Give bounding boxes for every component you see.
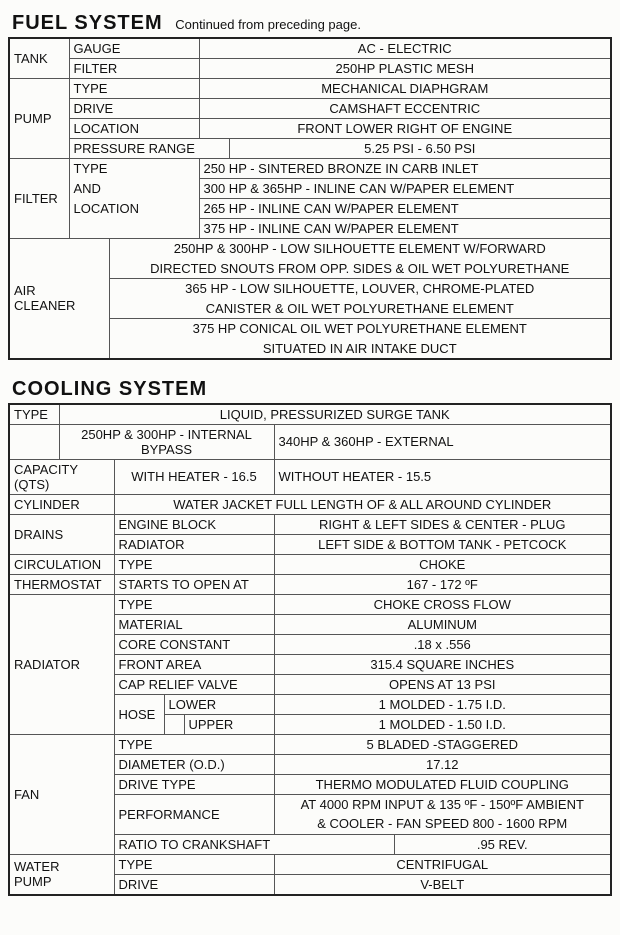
cs-fan-perf-v1: AT 4000 RPM INPUT & 135 ºF - 150ºF AMBIE… <box>274 794 611 814</box>
cs-rad-cc-l: CORE CONSTANT <box>114 634 274 654</box>
gauge-value: AC - ELECTRIC <box>199 38 611 59</box>
pump-psi-value: 5.25 PSI - 6.50 PSI <box>229 139 611 159</box>
cs-wp-label: WATER PUMP <box>9 854 114 895</box>
ac-v6: SITUATED IN AIR INTAKE DUCT <box>109 339 611 359</box>
cs-fan-ratio-l: RATIO TO CRANKSHAFT <box>114 834 394 854</box>
aircleaner-label: AIR CLEANER <box>9 239 109 359</box>
cs-rad-fa-v: 315.4 SQUARE INCHES <box>274 654 611 674</box>
cs-cap-with: WITH HEATER - 16.5 <box>114 459 274 494</box>
cs-thermo-sub: STARTS TO OPEN AT <box>114 574 274 594</box>
cs-rad-crv-l: CAP RELIEF VALVE <box>114 674 274 694</box>
cs-drain-rad-value: LEFT SIDE & BOTTOM TANK - PETCOCK <box>274 534 611 554</box>
cs-circ-sub: TYPE <box>114 554 274 574</box>
filter-v2: 300 HP & 365HP - INLINE CAN W/PAPER ELEM… <box>199 179 611 199</box>
cs-cyl-label: CYLINDER <box>9 494 114 514</box>
fuel-subtitle: Continued from preceding page. <box>175 17 361 32</box>
cs-fan-type-v: 5 BLADED -STAGGERED <box>274 734 611 754</box>
cs-hose-l: HOSE <box>114 694 164 734</box>
cs-rad-type-l: TYPE <box>114 594 274 614</box>
filter-sub3: LOCATION <box>69 199 199 219</box>
cs-fan-perf-l: PERFORMANCE <box>114 794 274 834</box>
pump-type-label: TYPE <box>69 79 199 99</box>
title-text: FUEL SYSTEM <box>12 12 163 34</box>
pump-type-value: MECHANICAL DIAPHGRAM <box>199 79 611 99</box>
cs-thermo-label: THERMOSTAT <box>9 574 114 594</box>
cs-rad-mat-v: ALUMINUM <box>274 614 611 634</box>
filter-sub-empty <box>69 219 199 239</box>
cs-wp-type-l: TYPE <box>114 854 274 874</box>
filter-label: FILTER <box>69 59 199 79</box>
cs-bypass-right: 340HP & 360HP - EXTERNAL <box>274 424 611 459</box>
cs-drains-label: DRAINS <box>9 514 114 554</box>
cs-hose-lower-l: LOWER <box>164 694 274 714</box>
cs-drain-rad-label: RADIATOR <box>114 534 274 554</box>
cs-hose-upper-blank <box>164 714 184 734</box>
cs-wp-l2: PUMP <box>14 874 52 889</box>
cs-circ-label: CIRCULATION <box>9 554 114 574</box>
fuel-system-table: TANK GAUGE AC - ELECTRIC FILTER 250HP PL… <box>8 37 612 360</box>
cs-circ-value: CHOKE <box>274 554 611 574</box>
ac-v1: 250HP & 300HP - LOW SILHOUETTE ELEMENT W… <box>109 239 611 259</box>
cooling-system-table: TYPE LIQUID, PRESSURIZED SURGE TANK 250H… <box>8 403 612 896</box>
pump-psi-label: PRESSURE RANGE <box>69 139 229 159</box>
cs-drain-eb-value: RIGHT & LEFT SIDES & CENTER - PLUG <box>274 514 611 534</box>
filter-v1: 250 HP - SINTERED BRONZE IN CARB INLET <box>199 159 611 179</box>
cs-hose-upper-v: 1 MOLDED - 1.50 I.D. <box>274 714 611 734</box>
filter-value: 250HP PLASTIC MESH <box>199 59 611 79</box>
filter-sub-label: FILTER <box>9 159 69 239</box>
ac-v2: DIRECTED SNOUTS FROM OPP. SIDES & OIL WE… <box>109 259 611 279</box>
cs-wp-drive-l: DRIVE <box>114 874 274 895</box>
cs-rad-mat-l: MATERIAL <box>114 614 274 634</box>
pump-label: PUMP <box>9 79 69 159</box>
cs-cap-without: WITHOUT HEATER - 15.5 <box>274 459 611 494</box>
ac-v3: 365 HP - LOW SILHOUETTE, LOUVER, CHROME-… <box>109 279 611 299</box>
cs-hose-lower-v: 1 MOLDED - 1.75 I.D. <box>274 694 611 714</box>
filter-v4: 375 HP - INLINE CAN W/PAPER ELEMENT <box>199 219 611 239</box>
cooling-system-title: COOLING SYSTEM <box>12 378 612 401</box>
filter-sub2: AND <box>69 179 199 199</box>
cs-thermo-value: 167 - 172 ºF <box>274 574 611 594</box>
cs-fan-dia-v: 17.12 <box>274 754 611 774</box>
cs-fan-dt-v: THERMO MODULATED FLUID COUPLING <box>274 774 611 794</box>
cs-rad-cc-v: .18 x .556 <box>274 634 611 654</box>
pump-loc-value: FRONT LOWER RIGHT OF ENGINE <box>199 119 611 139</box>
cs-bypass-left: 250HP & 300HP - INTERNAL BYPASS <box>59 424 274 459</box>
aircleaner-l1: AIR <box>14 283 36 298</box>
pump-drive-value: CAMSHAFT ECCENTRIC <box>199 99 611 119</box>
cs-rad-label: RADIATOR <box>9 594 114 734</box>
cs-fan-type-l: TYPE <box>114 734 274 754</box>
cs-type-value: LIQUID, PRESSURIZED SURGE TANK <box>59 404 611 425</box>
cs-drain-eb-label: ENGINE BLOCK <box>114 514 274 534</box>
cs-fan-perf-v2: & COOLER - FAN SPEED 800 - 1600 RPM <box>274 814 611 834</box>
cs-fan-dia-l: DIAMETER (O.D.) <box>114 754 274 774</box>
cs-rad-crv-v: OPENS AT 13 PSI <box>274 674 611 694</box>
pump-drive-label: DRIVE <box>69 99 199 119</box>
cs-wp-type-v: CENTRIFUGAL <box>274 854 611 874</box>
aircleaner-l2: CLEANER <box>14 298 75 313</box>
fuel-system-title: FUEL SYSTEM Continued from preceding pag… <box>12 12 612 35</box>
cs-wp-l1: WATER <box>14 859 60 874</box>
filter-v3: 265 HP - INLINE CAN W/PAPER ELEMENT <box>199 199 611 219</box>
cs-cap-label: CAPACITY (QTS) <box>9 459 114 494</box>
cs-fan-dt-l: DRIVE TYPE <box>114 774 274 794</box>
cs-cyl-value: WATER JACKET FULL LENGTH OF & ALL AROUND… <box>114 494 611 514</box>
cs-fan-ratio-v: .95 REV. <box>394 834 611 854</box>
pump-loc-label: LOCATION <box>69 119 199 139</box>
cs-type-label: TYPE <box>9 404 59 425</box>
cs-rad-fa-l: FRONT AREA <box>114 654 274 674</box>
gauge-label: GAUGE <box>69 38 199 59</box>
cs-fan-label: FAN <box>9 734 114 854</box>
cs-wp-drive-v: V-BELT <box>274 874 611 895</box>
tank-label: TANK <box>9 38 69 79</box>
ac-v5: 375 HP CONICAL OIL WET POLYURETHANE ELEM… <box>109 319 611 339</box>
cs-bypass-blank <box>9 424 59 459</box>
cs-hose-upper-l: UPPER <box>184 714 274 734</box>
ac-v4: CANISTER & OIL WET POLYURETHANE ELEMENT <box>109 299 611 319</box>
filter-sub1: TYPE <box>69 159 199 179</box>
cs-rad-type-v: CHOKE CROSS FLOW <box>274 594 611 614</box>
